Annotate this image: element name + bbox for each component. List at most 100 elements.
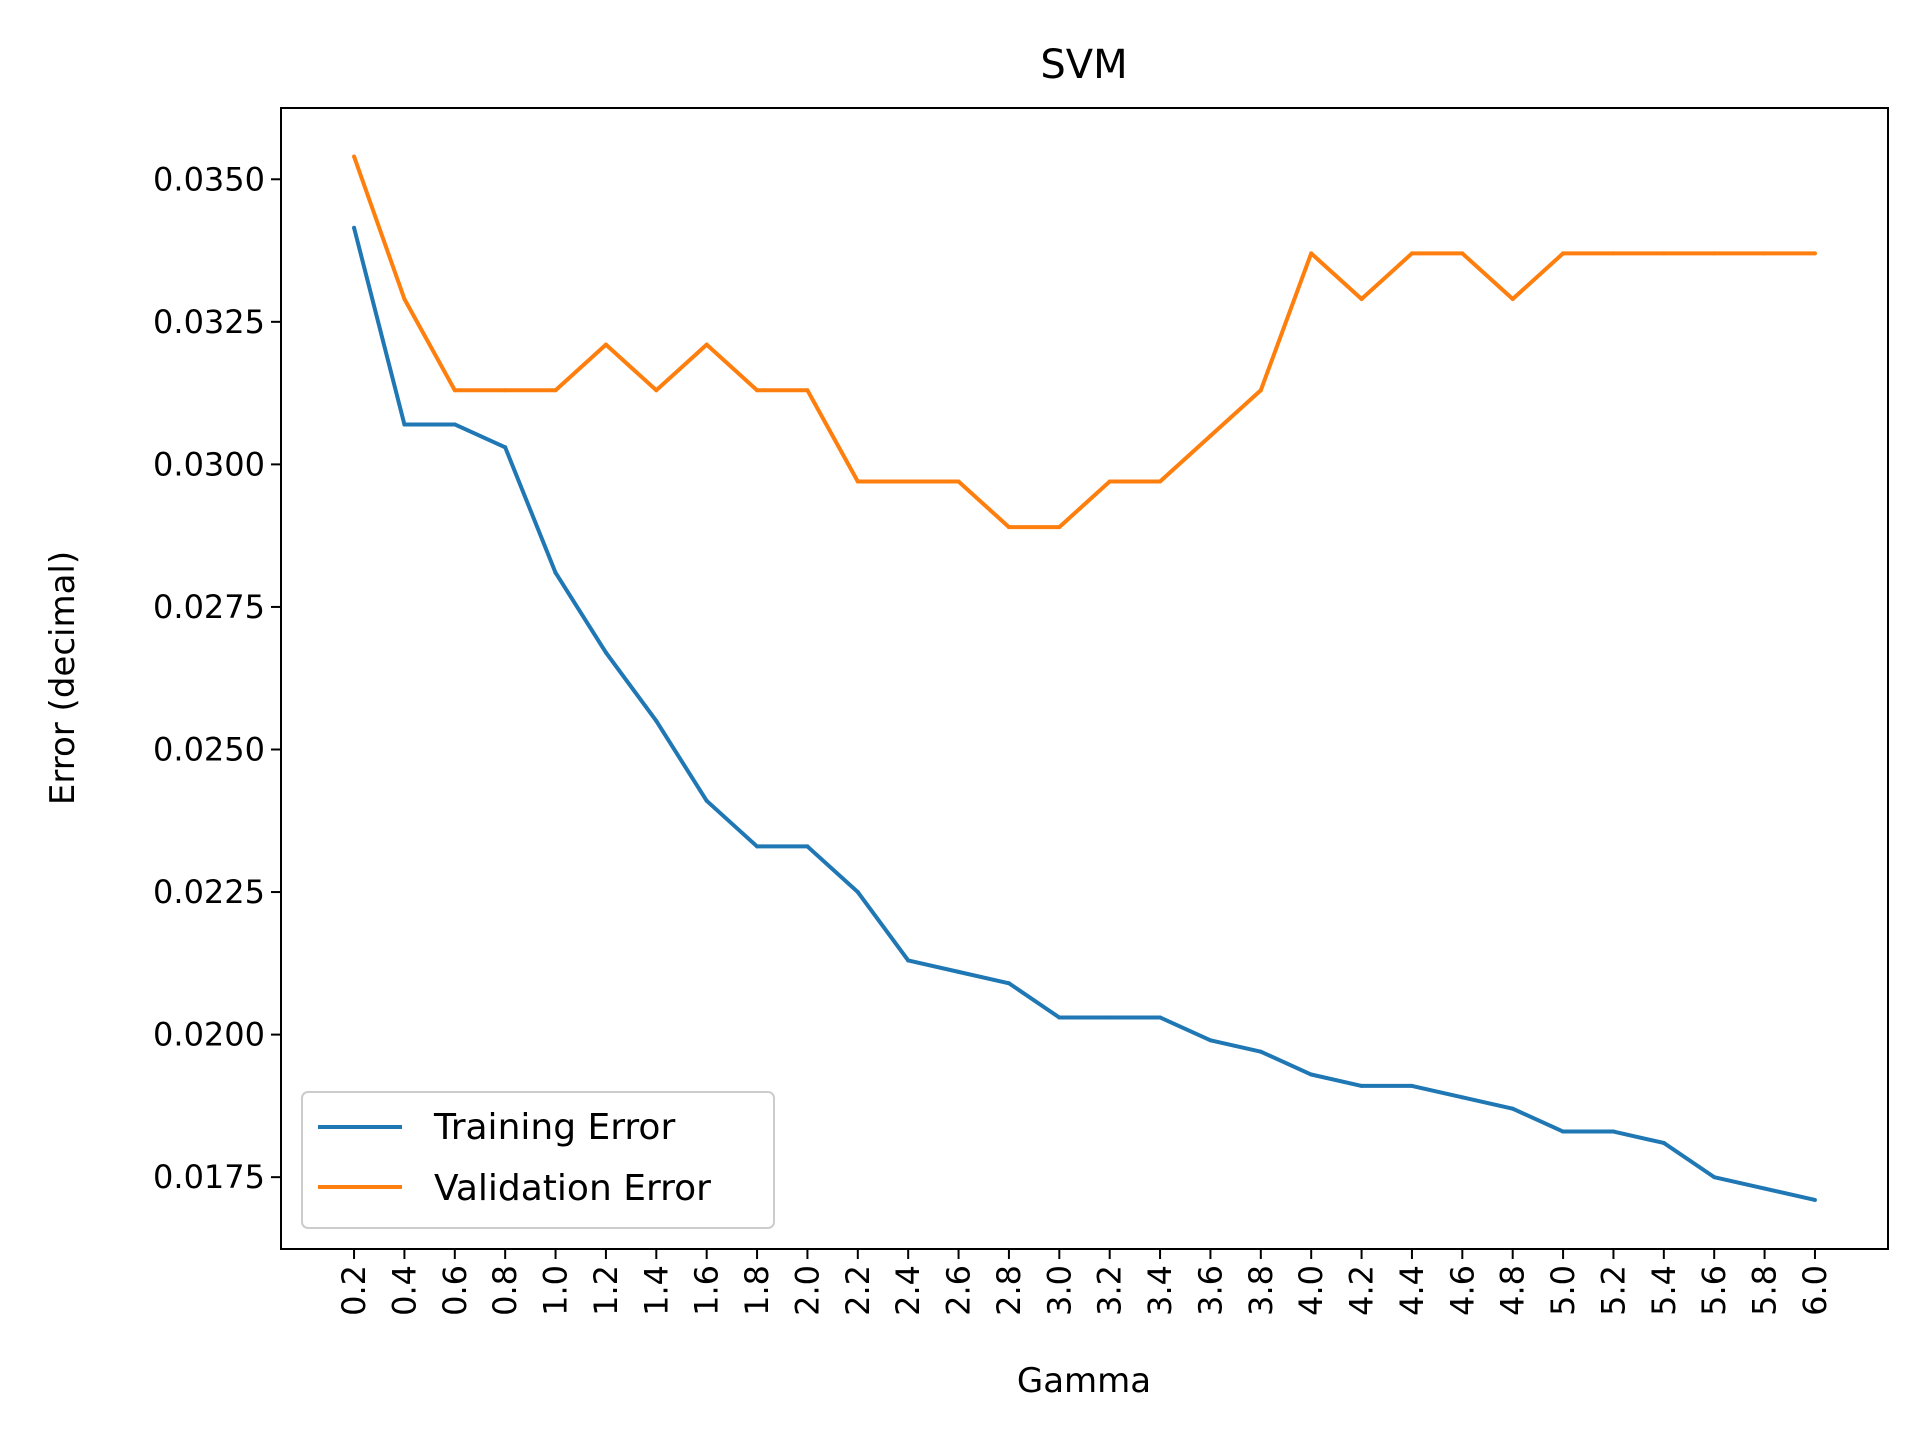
- x-tick-label: 4.0: [1292, 1265, 1330, 1316]
- data-point-validation-error: [1661, 251, 1666, 256]
- data-point-training-error: [1107, 1015, 1112, 1020]
- data-point-training-error: [1510, 1106, 1515, 1111]
- x-tick-label: 0.2: [335, 1265, 373, 1316]
- data-point-training-error: [503, 445, 508, 450]
- data-point-validation-error: [1258, 388, 1263, 393]
- data-point-training-error: [452, 422, 457, 427]
- x-tick-label: 4.4: [1393, 1265, 1431, 1316]
- legend-label-training: Training Error: [433, 1107, 675, 1148]
- x-tick-label: 4.8: [1494, 1265, 1532, 1316]
- x-tick-label: 2.4: [889, 1265, 927, 1316]
- y-tick-label: 0.0300: [153, 445, 265, 483]
- data-point-validation-error: [1359, 297, 1364, 302]
- data-point-validation-error: [805, 388, 810, 393]
- data-point-training-error: [1409, 1083, 1414, 1088]
- x-tick-label: 2.2: [839, 1265, 877, 1316]
- data-point-training-error: [1208, 1038, 1213, 1043]
- data-point-validation-error: [452, 388, 457, 393]
- y-tick-label: 0.0225: [153, 873, 265, 911]
- y-tick-label: 0.0175: [153, 1158, 265, 1196]
- data-point-training-error: [956, 969, 961, 974]
- x-tick-label: 3.8: [1242, 1265, 1280, 1316]
- x-tick-label: 5.4: [1645, 1265, 1683, 1316]
- x-tick-label: 0.8: [486, 1265, 524, 1316]
- data-point-validation-error: [1409, 251, 1414, 256]
- data-point-training-error: [1158, 1015, 1163, 1020]
- x-tick-label: 3.6: [1191, 1265, 1229, 1316]
- y-tick-label: 0.0250: [153, 730, 265, 768]
- data-point-training-error: [805, 844, 810, 849]
- series-line-validation-error: [352, 155, 1815, 530]
- x-tick-label: 6.0: [1796, 1265, 1834, 1316]
- x-axis-title: Gamma: [1017, 1361, 1151, 1401]
- x-tick-label: 5.6: [1695, 1265, 1733, 1316]
- x-tick-label: 5.2: [1594, 1265, 1632, 1316]
- data-point-training-error: [402, 422, 407, 427]
- data-point-training-error: [1258, 1049, 1263, 1054]
- x-tick-label: 5.8: [1746, 1265, 1784, 1316]
- series-line-training-error: [352, 227, 1816, 1202]
- data-point-validation-error: [906, 479, 911, 484]
- data-point-validation-error: [1812, 251, 1817, 256]
- data-point-validation-error: [855, 479, 860, 484]
- data-point-training-error: [1561, 1129, 1566, 1134]
- data-point-validation-error: [1006, 525, 1011, 530]
- data-point-training-error: [1762, 1186, 1767, 1191]
- y-tick-label: 0.0275: [153, 588, 265, 626]
- x-tick-label: 1.8: [738, 1265, 776, 1316]
- data-point-training-error: [1359, 1083, 1364, 1088]
- x-tick-label: 2.6: [940, 1265, 978, 1316]
- data-point-validation-error: [1762, 251, 1767, 256]
- legend-box: [301, 1091, 775, 1229]
- data-point-training-error: [1812, 1197, 1817, 1202]
- data-point-training-error: [906, 958, 911, 963]
- data-point-training-error: [603, 650, 608, 655]
- x-tick-label: 0.4: [385, 1265, 423, 1316]
- data-point-validation-error: [1561, 251, 1566, 256]
- data-point-training-error: [352, 225, 357, 230]
- y-tick-label: 0.0350: [153, 160, 265, 198]
- data-point-validation-error: [1611, 251, 1616, 256]
- data-point-training-error: [1460, 1095, 1465, 1100]
- x-tick-label: 0.6: [436, 1265, 474, 1316]
- data-point-training-error: [1057, 1015, 1062, 1020]
- x-tick-label: 1.4: [637, 1265, 675, 1316]
- x-tick-label: 2.0: [788, 1265, 826, 1316]
- x-tick-label: 5.0: [1544, 1265, 1582, 1316]
- data-point-training-error: [755, 844, 760, 849]
- data-point-validation-error: [402, 297, 407, 302]
- data-point-validation-error: [1712, 251, 1717, 256]
- data-point-validation-error: [603, 342, 608, 347]
- data-point-validation-error: [503, 388, 508, 393]
- chart-title: SVM: [1040, 42, 1127, 88]
- y-axis-ticks: 0.0175 0.0200 0.0225 0.0250 0.0275 0.0300 0.03…: [153, 160, 281, 1196]
- data-point-validation-error: [1057, 525, 1062, 530]
- data-point-validation-error: [553, 388, 558, 393]
- x-tick-label: 4.2: [1343, 1265, 1381, 1316]
- data-point-validation-error: [1208, 433, 1213, 438]
- data-point-validation-error: [1107, 479, 1112, 484]
- plot-frame: [280, 107, 1889, 1250]
- x-tick-label: 3.2: [1091, 1265, 1129, 1316]
- data-point-validation-error: [1510, 297, 1515, 302]
- data-point-validation-error: [654, 388, 659, 393]
- data-point-training-error: [553, 570, 558, 575]
- data-point-training-error: [1712, 1175, 1717, 1180]
- y-axis-title: Error (decimal): [43, 551, 83, 805]
- data-point-training-error: [1661, 1140, 1666, 1145]
- x-axis-ticks: 0.2 0.4 0.6 0.8 1.0 1.2 1.4 1.6 1.8 2.0 2.2 2.4 2.6 2…: [335, 1249, 1834, 1316]
- x-tick-label: 1.6: [688, 1265, 726, 1316]
- x-tick-label: 1.0: [537, 1265, 575, 1316]
- series-layer: [352, 154, 1817, 1202]
- data-point-validation-error: [1309, 251, 1314, 256]
- x-tick-label: 2.8: [990, 1265, 1028, 1316]
- data-point-training-error: [1309, 1072, 1314, 1077]
- x-tick-label: 3.4: [1141, 1265, 1179, 1316]
- y-tick-label: 0.0325: [153, 303, 265, 341]
- data-point-training-error: [704, 798, 709, 803]
- x-tick-label: 4.6: [1443, 1265, 1481, 1316]
- legend: Training Error Validation Error: [301, 1091, 775, 1229]
- data-point-training-error: [1006, 981, 1011, 986]
